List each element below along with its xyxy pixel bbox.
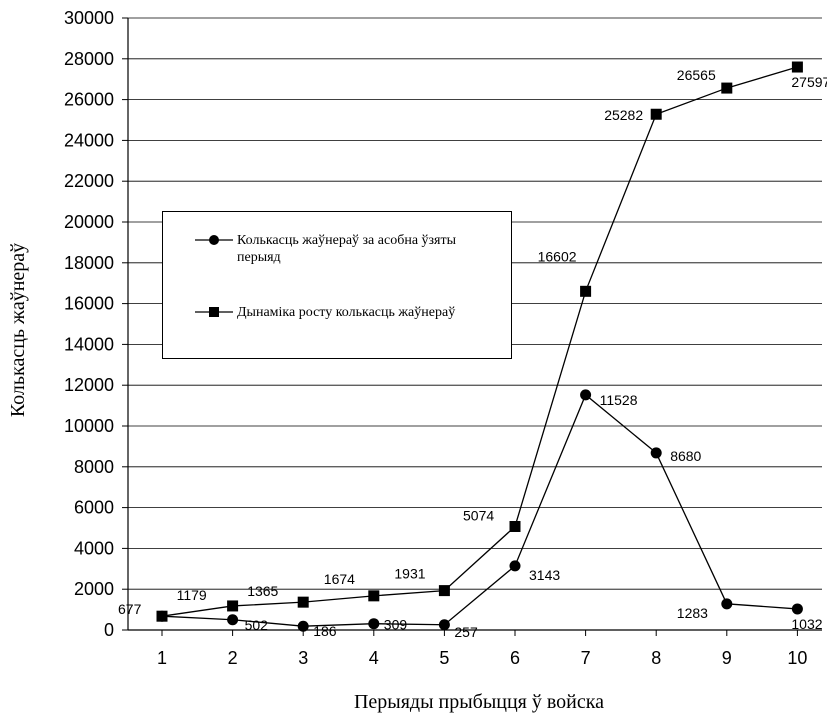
circle-point [721, 598, 733, 610]
data-label: 8680 [670, 448, 701, 464]
data-label: 1032 [791, 616, 822, 632]
x-tick-label: 10 [787, 648, 807, 668]
data-label: 1674 [324, 571, 355, 587]
circle-point [580, 389, 592, 401]
square-point [156, 610, 168, 622]
legend: Колькасць жаўнераў за асобна ўзяты перыя… [162, 211, 512, 359]
square-point [438, 585, 450, 597]
data-label: 1931 [394, 566, 425, 582]
y-tick-label: 4000 [74, 538, 114, 558]
y-tick-label: 20000 [64, 212, 114, 232]
square-point [227, 600, 239, 612]
data-label: 309 [384, 617, 408, 633]
y-tick-label: 30000 [64, 8, 114, 28]
gridlines [128, 17, 822, 590]
data-label: 25282 [604, 107, 643, 123]
y-tick-label: 2000 [74, 579, 114, 599]
x-axis-title: Перыяды прыбыцця ў войска [354, 691, 604, 713]
y-tick-label: 28000 [64, 49, 114, 69]
square-point [580, 285, 592, 297]
x-tick-label: 5 [439, 648, 449, 668]
circle-point [227, 614, 239, 626]
y-axis-title: Колькасць жаўнераў [7, 243, 29, 417]
x-tick-labels: 1 2 3 4 5 6 7 8 9 10 [157, 648, 807, 668]
square-point [368, 590, 380, 602]
series-line-2 [161, 66, 798, 617]
square-marker-icon [195, 307, 233, 317]
data-label: 1179 [177, 587, 207, 603]
y-tick-label: 10000 [64, 416, 114, 436]
data-label: 502 [245, 617, 269, 633]
x-tick-label: 6 [510, 648, 520, 668]
data-label: 16602 [538, 248, 577, 264]
y-tick-label: 0 [104, 620, 114, 640]
data-label: 3143 [529, 567, 560, 583]
circle-point [438, 619, 450, 631]
legend-label-period: Колькасць жаўнераў за асобна ўзяты перыя… [237, 233, 457, 265]
square-point [721, 82, 733, 94]
circle-point [650, 447, 662, 459]
y-tick-label: 14000 [64, 334, 114, 354]
series-layer [156, 61, 803, 632]
data-label: 677 [118, 601, 142, 617]
x-tick-label: 7 [581, 648, 591, 668]
x-tick-label: 8 [651, 648, 661, 668]
data-label: 11528 [600, 392, 638, 408]
circle-point [509, 560, 521, 572]
y-tick-labels: 0 2000 4000 6000 8000 10000 12000 14000 16000 180… [64, 8, 114, 640]
square-point [650, 108, 662, 120]
y-tick-label: 24000 [64, 130, 114, 150]
series-line-1 [161, 393, 798, 627]
y-tick-label: 8000 [74, 457, 114, 477]
y-tick-label: 26000 [64, 90, 114, 110]
legend-label-cumulative: Дынаміка росту колькасць жаўнераў [237, 305, 456, 320]
axes [122, 17, 822, 636]
data-label: 1365 [247, 583, 278, 599]
x-tick-label: 1 [157, 648, 167, 668]
circle-point [368, 618, 380, 630]
x-tick-label: 4 [369, 648, 379, 668]
y-tick-label: 22000 [64, 171, 114, 191]
square-point [509, 520, 521, 532]
x-tick-label: 2 [228, 648, 238, 668]
x-tick-label: 3 [298, 648, 308, 668]
y-tick-label: 6000 [74, 498, 114, 518]
data-label: 27597 [791, 74, 827, 90]
y-tick-label: 12000 [64, 375, 114, 395]
y-tick-label: 18000 [64, 253, 114, 273]
circle-marker-icon [195, 235, 233, 245]
circle-point [297, 620, 309, 632]
data-label: 186 [313, 623, 337, 639]
data-labels: 502 186 309 257 3143 11528 8680 1283 1032 677 1179… [118, 67, 827, 640]
square-point [791, 61, 803, 73]
data-label: 26565 [677, 67, 716, 83]
data-label: 1283 [677, 605, 708, 621]
data-label: 257 [454, 624, 478, 640]
x-tick-label: 9 [722, 648, 732, 668]
square-point [297, 596, 309, 608]
data-label: 5074 [463, 507, 494, 523]
y-tick-label: 16000 [64, 294, 114, 314]
circle-point [791, 603, 803, 615]
